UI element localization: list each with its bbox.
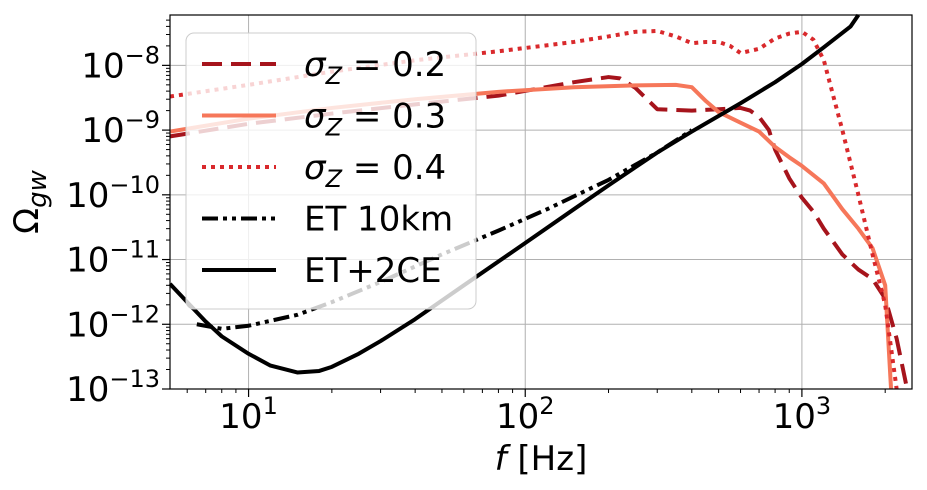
x-tick-labels: 101 102 103 [219, 392, 831, 437]
y-tick-labels: 10−8 10−9 10−10 10−11 10−12 10−13 [66, 41, 160, 410]
legend-label-1: σZ = 0.3 [304, 97, 446, 142]
series-line-2 [169, 28, 899, 390]
x-tick-label: 101 [219, 392, 278, 437]
x-tick-label: 102 [496, 392, 555, 437]
legend-label-4: ET+2CE [304, 251, 442, 291]
legend-label-0: σZ = 0.2 [304, 45, 446, 90]
y-tick-label: 10−12 [66, 300, 160, 345]
legend: σZ = 0.2 σZ = 0.3 σZ = 0.4 ET 10km ET+2CE [185, 32, 477, 310]
legend-label-2: σZ = 0.4 [304, 148, 446, 193]
y-tick-label: 10−8 [81, 41, 160, 86]
y-tick-label: 10−13 [66, 365, 160, 410]
y-tick-label: 10−9 [81, 106, 160, 151]
plot-frame [169, 14, 913, 390]
y-tick-label: 10−11 [66, 236, 160, 281]
minor-ticks [166, 19, 886, 393]
major-ticks [162, 64, 803, 397]
y-tick-label: 10−10 [66, 171, 160, 216]
legend-label-3: ET 10km [304, 200, 453, 240]
y-axis-label: Ωgw [7, 169, 53, 233]
legend-box [185, 32, 477, 310]
x-axis-label: f [Hz] [495, 439, 588, 479]
x-tick-label: 103 [773, 392, 832, 437]
